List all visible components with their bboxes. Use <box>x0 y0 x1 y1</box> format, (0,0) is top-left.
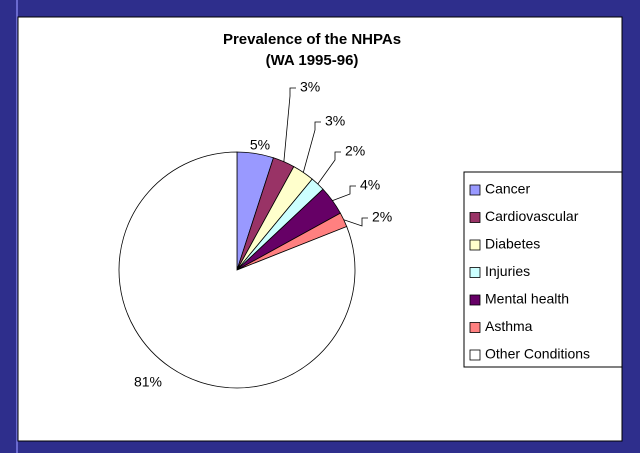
data-label: 3% <box>300 79 320 95</box>
legend-swatch <box>469 267 481 278</box>
legend-swatch <box>469 322 481 333</box>
leader-line <box>332 185 356 202</box>
legend-swatch <box>469 349 481 361</box>
data-label: 5% <box>250 137 270 153</box>
legend-label: Mental health <box>485 291 569 307</box>
legend-label: Cancer <box>485 181 530 197</box>
data-label: 81% <box>134 374 162 390</box>
legend-label: Cardiovascular <box>485 208 579 224</box>
data-label: 3% <box>325 113 345 129</box>
legend-swatch <box>469 212 481 223</box>
data-label: 2% <box>372 209 392 225</box>
legend-label: Other Conditions <box>485 346 590 362</box>
data-label: 4% <box>360 177 380 193</box>
chart-subtitle: (WA 1995-96) <box>266 52 359 69</box>
legend-label: Diabetes <box>485 236 540 252</box>
leader-line <box>302 121 321 173</box>
chart-title: Prevalence of the NHPAs <box>223 31 401 48</box>
legend-swatch <box>469 239 481 251</box>
legend-swatch <box>469 184 481 196</box>
legend-swatch <box>469 294 481 306</box>
legend-label: Injuries <box>485 263 530 279</box>
leader-line <box>283 87 296 162</box>
data-label: 2% <box>345 143 365 159</box>
pie-slice <box>118 151 356 389</box>
frame-line <box>16 0 18 453</box>
legend-label: Asthma <box>485 318 533 334</box>
legend <box>463 171 623 368</box>
leader-line <box>317 151 341 185</box>
leader-line <box>343 217 368 227</box>
